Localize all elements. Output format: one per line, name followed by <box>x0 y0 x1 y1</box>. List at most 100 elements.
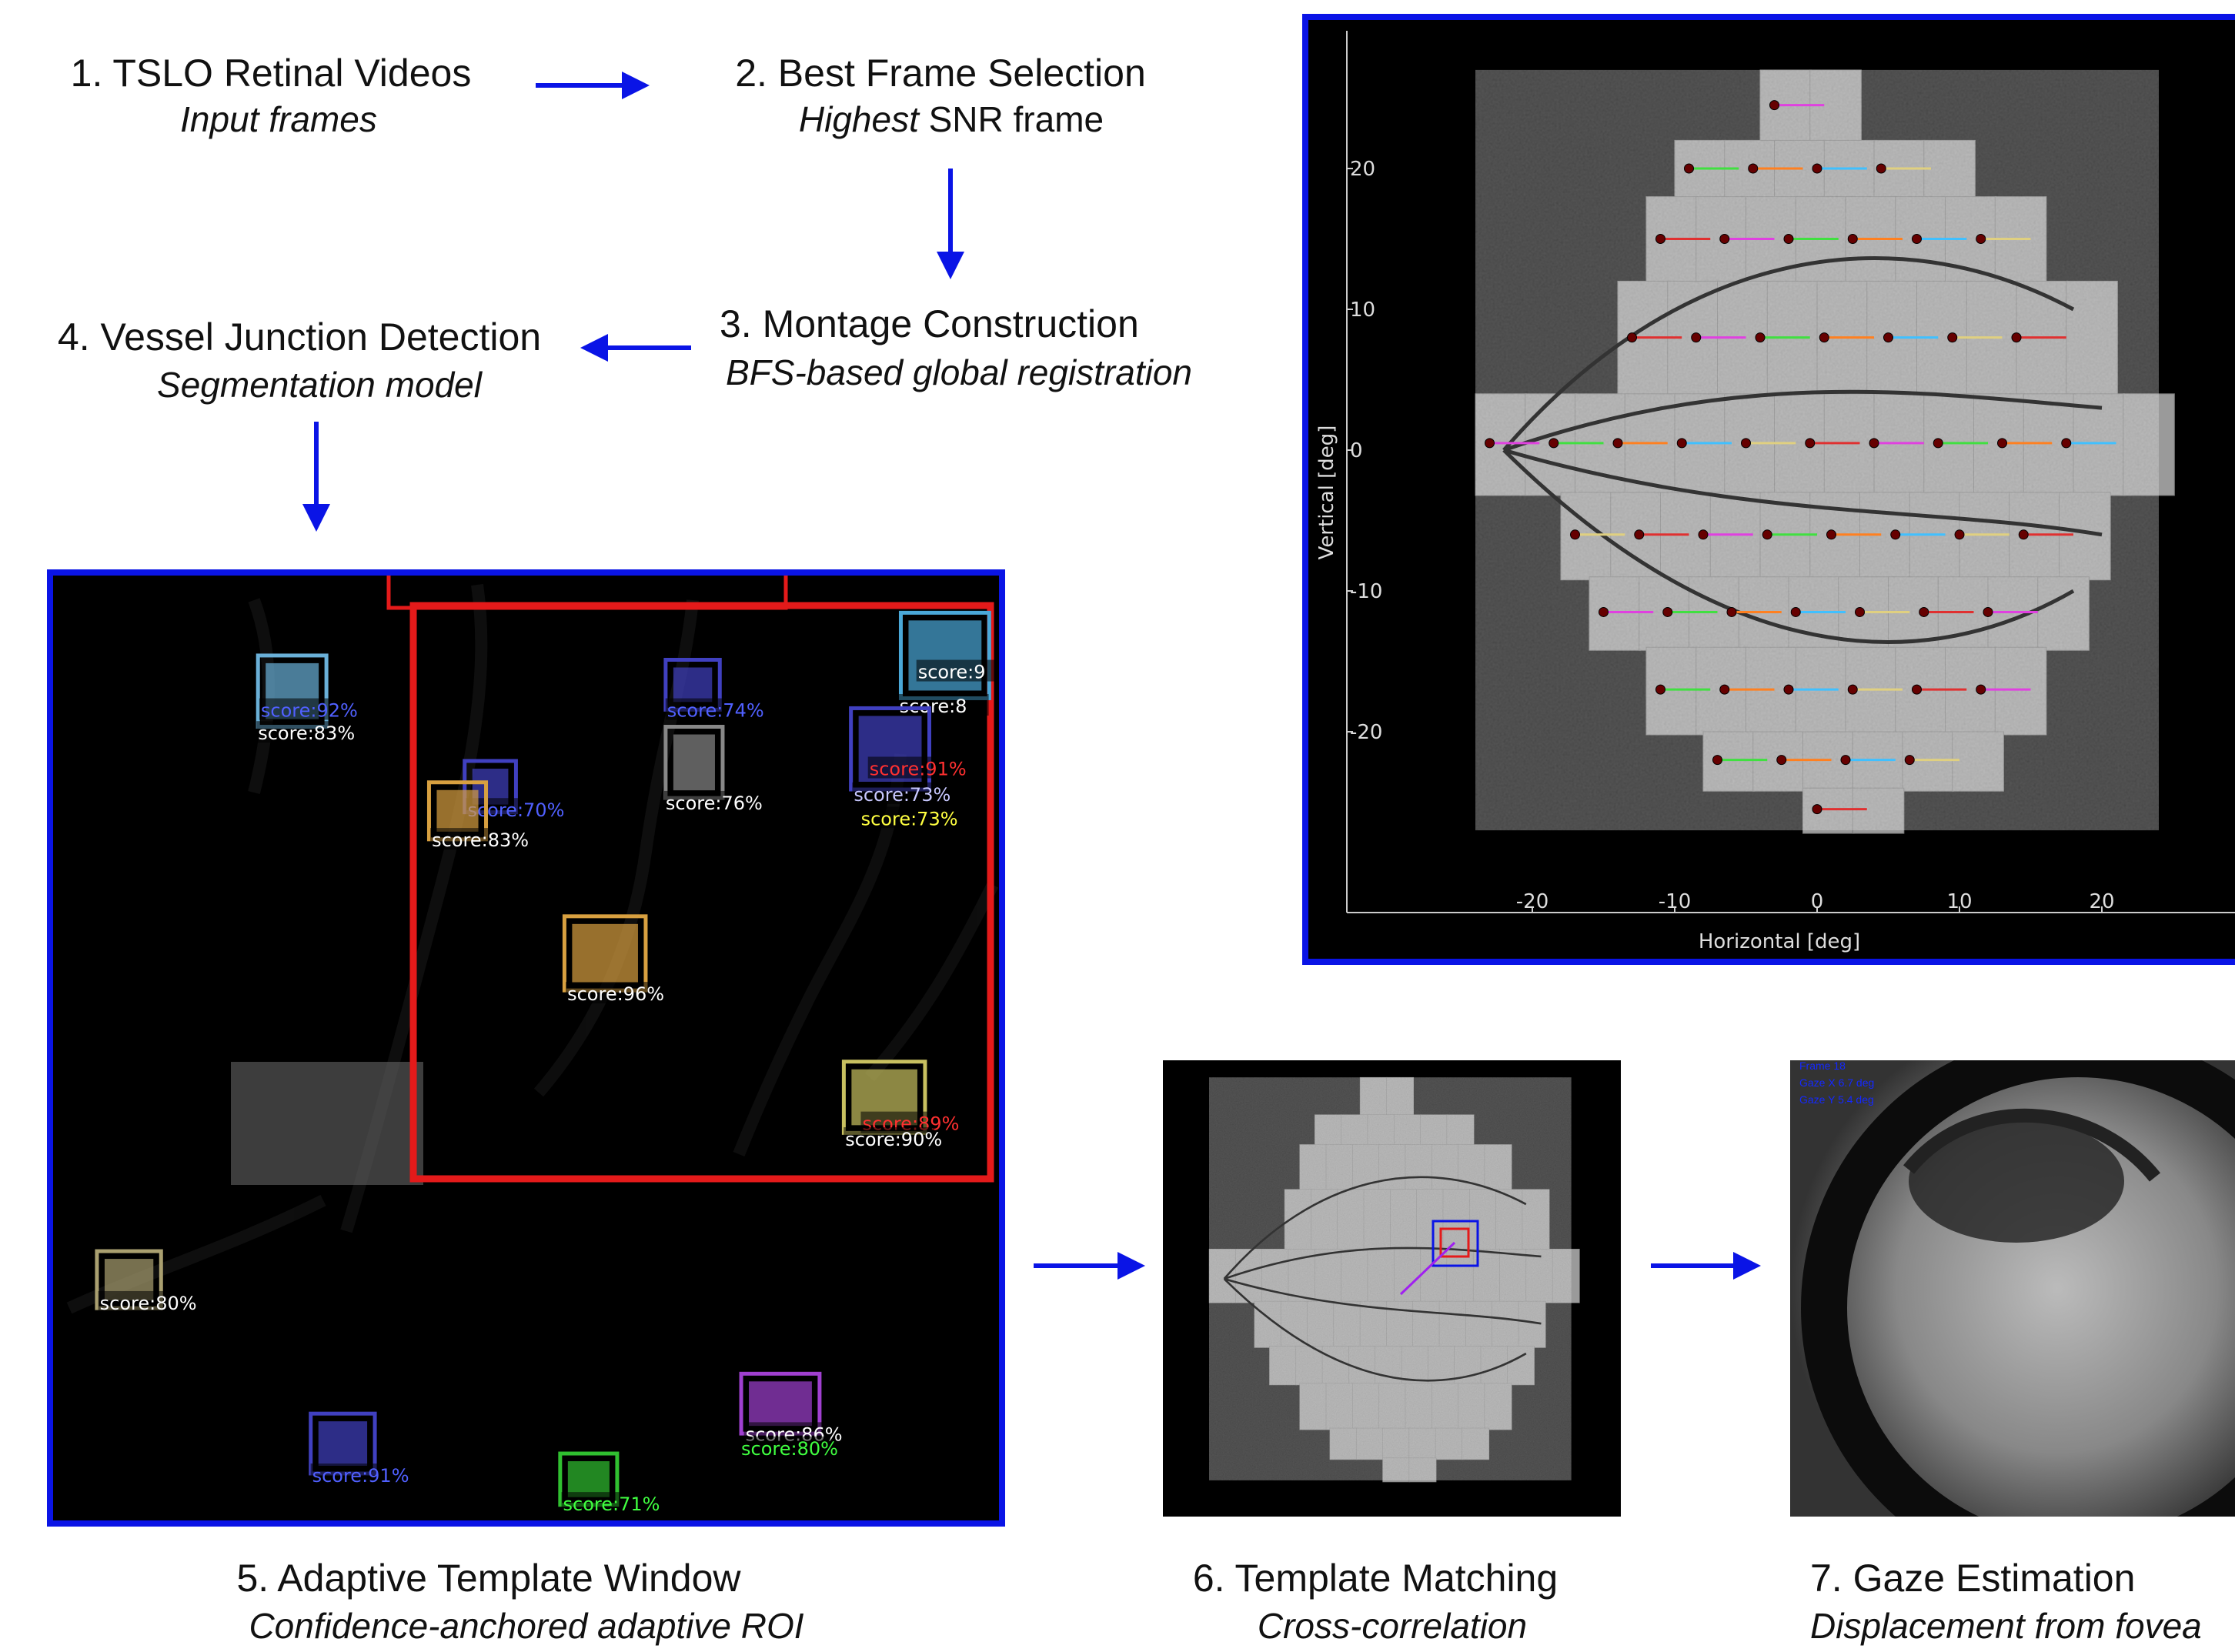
detection-label: score:73% <box>861 808 958 829</box>
registration-node <box>1756 333 1765 342</box>
y-tick-label: 20 <box>1350 158 1375 181</box>
registration-node <box>1713 756 1722 765</box>
oct-texture <box>53 576 999 1520</box>
gaze-panel: Frame 18 Gaze X 6.7 deg Gaze Y 5.4 deg <box>1790 1054 2235 1562</box>
y-axis-label: Vertical [deg] <box>1315 426 1338 560</box>
registration-node <box>1976 235 1986 244</box>
step-title: 1. TSLO Retinal Videos <box>71 52 472 95</box>
registration-node <box>1571 530 1580 539</box>
x-axis-label: Horizontal [deg] <box>1699 930 1860 953</box>
registration-node <box>1656 235 1665 244</box>
y-tick-label: -10 <box>1350 580 1382 603</box>
x-tick-label: 10 <box>1946 890 1972 913</box>
detection-label: score:96% <box>567 983 664 1005</box>
detection-label: score:71% <box>563 1493 660 1515</box>
registration-node <box>1891 530 1900 539</box>
registration-node <box>1599 607 1609 616</box>
registration-node <box>1727 607 1736 616</box>
fovea-region <box>231 1062 423 1185</box>
step-subtitle: Cross-correlation <box>1258 1606 1527 1646</box>
subtitle-rest: SNR frame <box>929 99 1104 139</box>
montage-copy <box>1209 1077 1579 1482</box>
registration-node <box>1762 530 1772 539</box>
step-title: 3. Montage Construction <box>720 302 1139 345</box>
registration-node <box>1919 607 1929 616</box>
page: {"steps": [ {"title": "1. TSLO Retinal V… <box>0 0 2235 1648</box>
registration-node <box>1720 685 1729 694</box>
registration-node <box>1777 756 1786 765</box>
registration-node <box>1955 530 1964 539</box>
registration-node <box>1856 607 1865 616</box>
detection-label: score:92% <box>261 700 358 722</box>
detection-label: score:80% <box>741 1438 838 1460</box>
x-tick-label: 20 <box>2089 890 2114 913</box>
registration-node <box>1848 235 1857 244</box>
detection-fill <box>749 1381 812 1426</box>
registration-node <box>1913 235 1922 244</box>
registration-node <box>1869 439 1879 448</box>
step-subtitle: Input frames <box>180 99 377 139</box>
registration-node <box>1884 333 1893 342</box>
registration-node <box>1848 685 1857 694</box>
step-title: 2. Best Frame Selection <box>735 52 1146 95</box>
registration-node <box>1663 607 1672 616</box>
detection-label: score:91% <box>312 1465 409 1487</box>
registration-node <box>1791 607 1800 616</box>
x-tick-label: -10 <box>1659 890 1691 913</box>
step-title: 4. Vessel Junction Detection <box>58 315 541 359</box>
detection-label: score:90% <box>845 1129 942 1150</box>
registration-node <box>1635 530 1644 539</box>
gaze-text: Gaze X 6.7 deg <box>1799 1076 1874 1089</box>
registration-node <box>2062 439 2071 448</box>
registration-node <box>1876 164 1886 173</box>
registration-node <box>1933 439 1943 448</box>
step-subtitle: Segmentation model <box>157 365 483 405</box>
gaze-text: Gaze Y 5.4 deg <box>1799 1093 1874 1106</box>
registration-node <box>1806 439 1815 448</box>
registration-node <box>1819 333 1829 342</box>
registration-node <box>1948 333 1957 342</box>
registration-node <box>1827 530 1836 539</box>
gaze-text: Frame 18 <box>1799 1060 1846 1072</box>
detection-label: score:73% <box>854 784 950 806</box>
registration-node <box>1749 164 1758 173</box>
detection-fill <box>572 924 638 983</box>
tile-texture <box>1475 70 2159 830</box>
registration-node <box>1549 439 1558 448</box>
registration-node <box>1905 756 1914 765</box>
registration-node <box>1784 235 1793 244</box>
step-title: 5. Adaptive Template Window <box>236 1557 741 1600</box>
registration-node <box>1485 439 1495 448</box>
y-tick-label: 0 <box>1350 439 1363 462</box>
registration-node <box>1812 164 1822 173</box>
registration-node <box>1699 530 1708 539</box>
detection-fill <box>568 1461 610 1497</box>
detection-fill <box>673 735 715 791</box>
registration-node <box>1841 756 1850 765</box>
adaptive-window-panel: score:92% score:83% score:74% score:9 score:… <box>50 562 1007 1524</box>
registration-node <box>1656 685 1665 694</box>
registration-node <box>1976 685 1986 694</box>
figure: 1. TSLO Retinal Videos Input frames 2. B… <box>0 0 2235 1648</box>
registration-node <box>1784 685 1793 694</box>
subtitle-emphasis: Highest <box>799 99 920 139</box>
detection-label: score:83% <box>432 829 529 851</box>
detection-label: score:91% <box>870 758 967 779</box>
template-matching-panel <box>1163 1060 1621 1517</box>
detection-fill <box>436 790 478 832</box>
x-tick-label: 0 <box>1811 890 1824 913</box>
step-subtitle: Displacement from fovea <box>1810 1606 2202 1646</box>
y-tick-label: 10 <box>1350 299 1375 322</box>
detection-label: score:70% <box>467 799 564 821</box>
registration-node <box>1742 439 1751 448</box>
registration-node <box>1692 333 1701 342</box>
step-subtitle: Confidence-anchored adaptive ROI <box>249 1606 803 1646</box>
detection-label: score:74% <box>667 700 764 722</box>
detection-label: score:80% <box>100 1293 197 1314</box>
detection-label: score:9 <box>918 662 986 683</box>
detection-fill <box>319 1421 367 1466</box>
registration-node <box>1613 439 1622 448</box>
registration-node <box>1770 101 1779 110</box>
registration-node <box>2012 333 2021 342</box>
